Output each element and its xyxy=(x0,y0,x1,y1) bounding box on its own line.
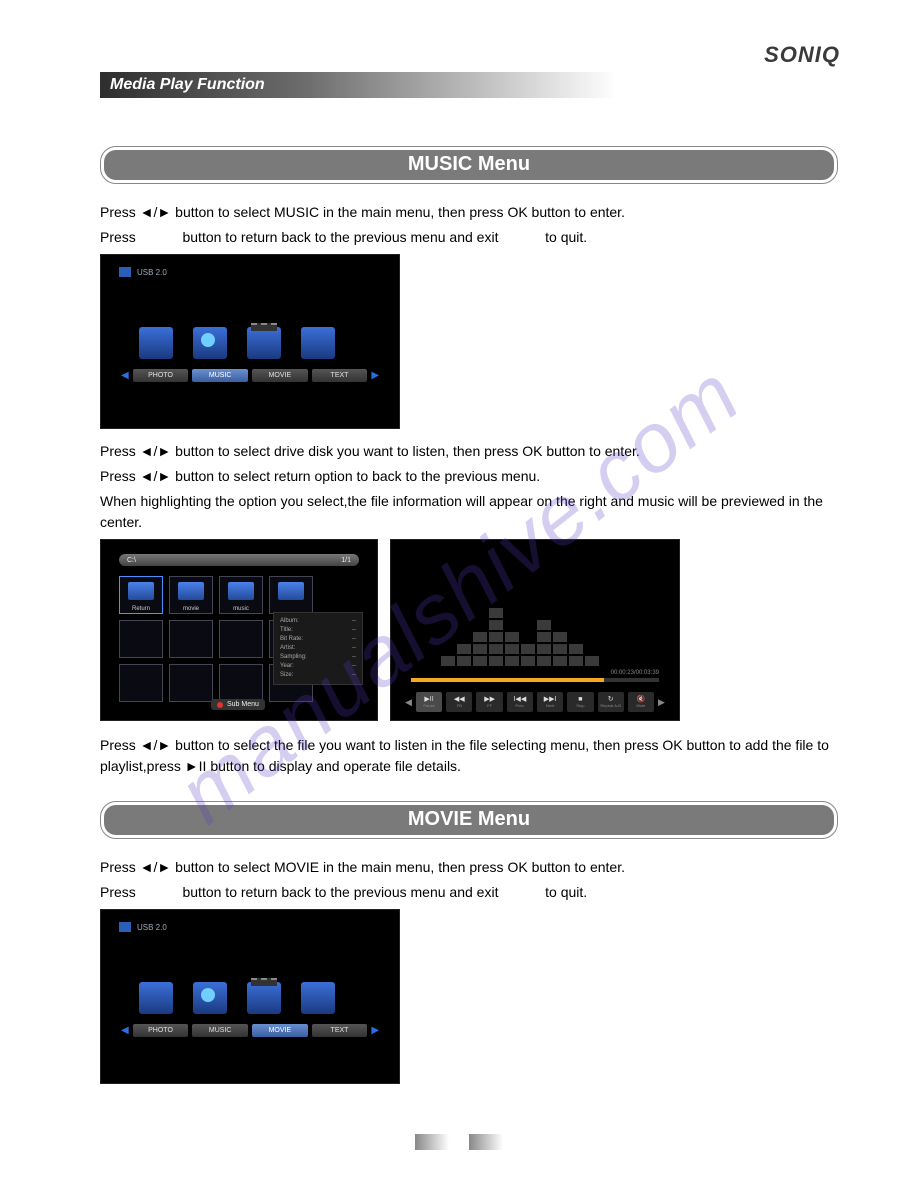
menu-icon-text xyxy=(301,327,335,359)
folder-icon xyxy=(278,582,304,600)
file-cell: music xyxy=(219,576,263,614)
folder-icon xyxy=(128,582,154,600)
player-mute-button: 🔇Mute xyxy=(628,692,654,712)
folder-icon xyxy=(178,582,204,600)
equalizer xyxy=(441,608,599,666)
timecode: 00:00:23/00:03:39 xyxy=(611,670,659,676)
menu-label-text: TEXT xyxy=(312,1024,368,1037)
ctrl-right-icon: ▶ xyxy=(658,697,665,708)
player-prev-button: I◀◀Prev. xyxy=(507,692,533,712)
menu-label-movie: MOVIE xyxy=(252,1024,308,1037)
menu-label-photo: PHOTO xyxy=(133,369,189,382)
movie-instr-1: Press ◄/► button to select MOVIE in the … xyxy=(100,857,838,878)
menu-icon-photo xyxy=(139,327,173,359)
player-ff-button: ▶▶FF xyxy=(476,692,502,712)
file-label: music xyxy=(220,606,262,612)
menu-icon-text xyxy=(301,982,335,1014)
brand-logo: SONIQ xyxy=(764,42,840,68)
path-label: C:\ xyxy=(127,557,136,564)
menu-label-text: TEXT xyxy=(312,369,368,382)
music-section-title: MUSIC Menu xyxy=(104,150,834,180)
usb-icon xyxy=(119,267,131,277)
music-instr-4: Press ◄/► button to select return option… xyxy=(100,466,838,487)
menu-icon-movie xyxy=(247,327,281,359)
usb-label: USB 2.0 xyxy=(137,268,167,277)
file-cell xyxy=(169,664,213,702)
screenshot-main-menu-movie: USB 2.0 ◀ PHOTOMUSIC MOVIE TEXT▶ xyxy=(100,909,400,1084)
screenshot-player: 00:00:23/00:03:39 ◀ ▶IIPause◀◀FB▶▶FFI◀◀Pre… xyxy=(390,539,680,721)
footer-marks xyxy=(415,1134,503,1150)
page-header-bar: Media Play Function xyxy=(100,72,838,98)
music-instr-2: Press button to return back to the previ… xyxy=(100,227,838,248)
menu-label-music: MUSIC xyxy=(192,369,248,382)
music-instr-5: When highlighting the option you select,… xyxy=(100,491,838,533)
nav-right-icon: ▶ xyxy=(371,370,379,381)
music-instr-6: Press ◄/► button to select the file you … xyxy=(100,735,838,777)
menu-label-movie: MOVIE xyxy=(252,369,308,382)
page-indicator: 1/1 xyxy=(341,557,351,564)
music-instr-1: Press ◄/► button to select MUSIC in the … xyxy=(100,202,838,223)
music-instr-3: Press ◄/► button to select drive disk yo… xyxy=(100,441,838,462)
file-info-box: Album:--Title:--Bit Rate:--Artist:--Samp… xyxy=(273,612,363,685)
file-cell xyxy=(119,620,163,658)
folder-icon xyxy=(228,582,254,600)
player-stop-button: ■Stop xyxy=(567,692,593,712)
file-cell xyxy=(119,664,163,702)
movie-section-title: MOVIE Menu xyxy=(104,805,834,835)
music-section-pill: MUSIC Menu xyxy=(100,146,838,184)
nav-left-icon: ◀ xyxy=(121,1025,129,1036)
player-next-button: ▶▶INext xyxy=(537,692,563,712)
file-cell xyxy=(219,620,263,658)
menu-icon-photo xyxy=(139,982,173,1014)
submenu-button: Sub Menu xyxy=(211,699,265,710)
usb-icon xyxy=(119,922,131,932)
player-pause-button: ▶IIPause xyxy=(416,692,442,712)
file-label: Return xyxy=(120,606,162,612)
file-cell: Return xyxy=(119,576,163,614)
menu-label-photo: PHOTO xyxy=(133,1024,189,1037)
progress-bar xyxy=(411,678,659,682)
player-repeatab-button: ↻Repeat A-B xyxy=(598,692,624,712)
file-cell xyxy=(269,576,313,614)
screenshot-main-menu-music: USB 2.0 ◀ PHOTOMUSIC MOVIE TEXT▶ xyxy=(100,254,400,429)
file-cell xyxy=(219,664,263,702)
menu-icon-movie xyxy=(247,982,281,1014)
menu-icon-music xyxy=(193,327,227,359)
file-cell xyxy=(169,620,213,658)
page-header-title: Media Play Function xyxy=(110,76,265,94)
nav-left-icon: ◀ xyxy=(121,370,129,381)
usb-label: USB 2.0 xyxy=(137,923,167,932)
file-cell: movie xyxy=(169,576,213,614)
file-label: movie xyxy=(170,606,212,612)
movie-instr-2: Press button to return back to the previ… xyxy=(100,882,838,903)
movie-section-pill: MOVIE Menu xyxy=(100,801,838,839)
menu-icon-music xyxy=(193,982,227,1014)
ctrl-left-icon: ◀ xyxy=(405,697,412,708)
player-fb-button: ◀◀FB xyxy=(446,692,472,712)
screenshot-file-browser: C:\ 1/1 Return movie music Album:--Title:--Bi… xyxy=(100,539,378,721)
nav-right-icon: ▶ xyxy=(371,1025,379,1036)
menu-label-music: MUSIC xyxy=(192,1024,248,1037)
